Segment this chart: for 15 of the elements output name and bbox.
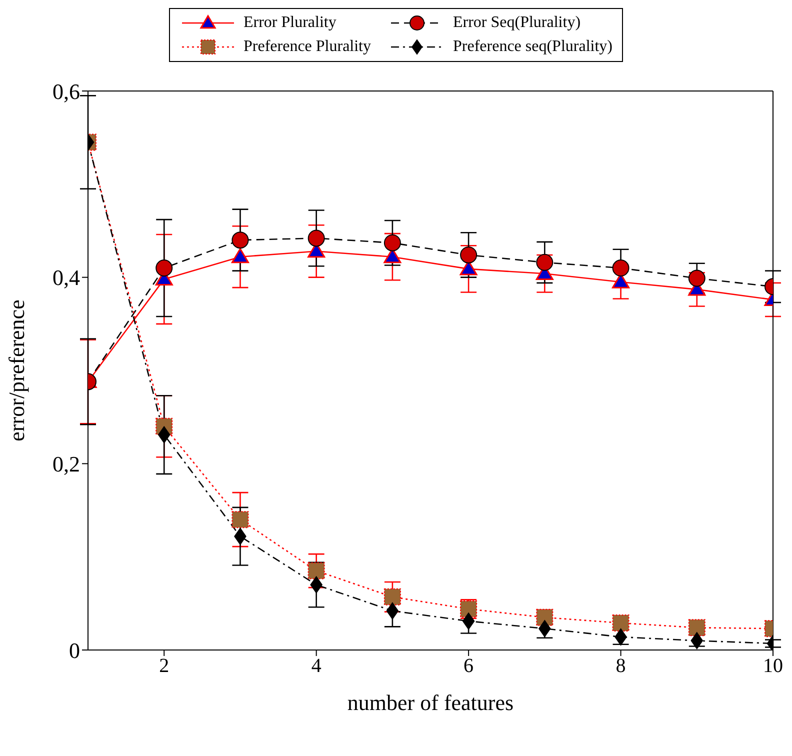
x-tick-label: 6 xyxy=(464,655,474,678)
x-tick-label: 2 xyxy=(159,655,170,678)
legend-label: Error Plurality xyxy=(244,14,336,32)
legend-label: Preference seq(Plurality) xyxy=(453,38,612,56)
y-tick-label: 0,6 xyxy=(52,78,80,104)
x-tick-label: 4 xyxy=(311,655,322,678)
legend-label: Preference Plurality xyxy=(244,38,371,56)
y-tick-label: 0,4 xyxy=(52,265,80,290)
y-tick-label: 0 xyxy=(69,638,80,663)
y-tick-label: 0,2 xyxy=(52,451,80,476)
x-tick-label: 8 xyxy=(616,655,626,678)
x-axis-title: number of features xyxy=(347,690,514,715)
y-axis-title: error/preference xyxy=(4,300,29,442)
x-tick-label: 10 xyxy=(763,655,783,678)
legend-label: Error Seq(Plurality) xyxy=(453,14,581,32)
